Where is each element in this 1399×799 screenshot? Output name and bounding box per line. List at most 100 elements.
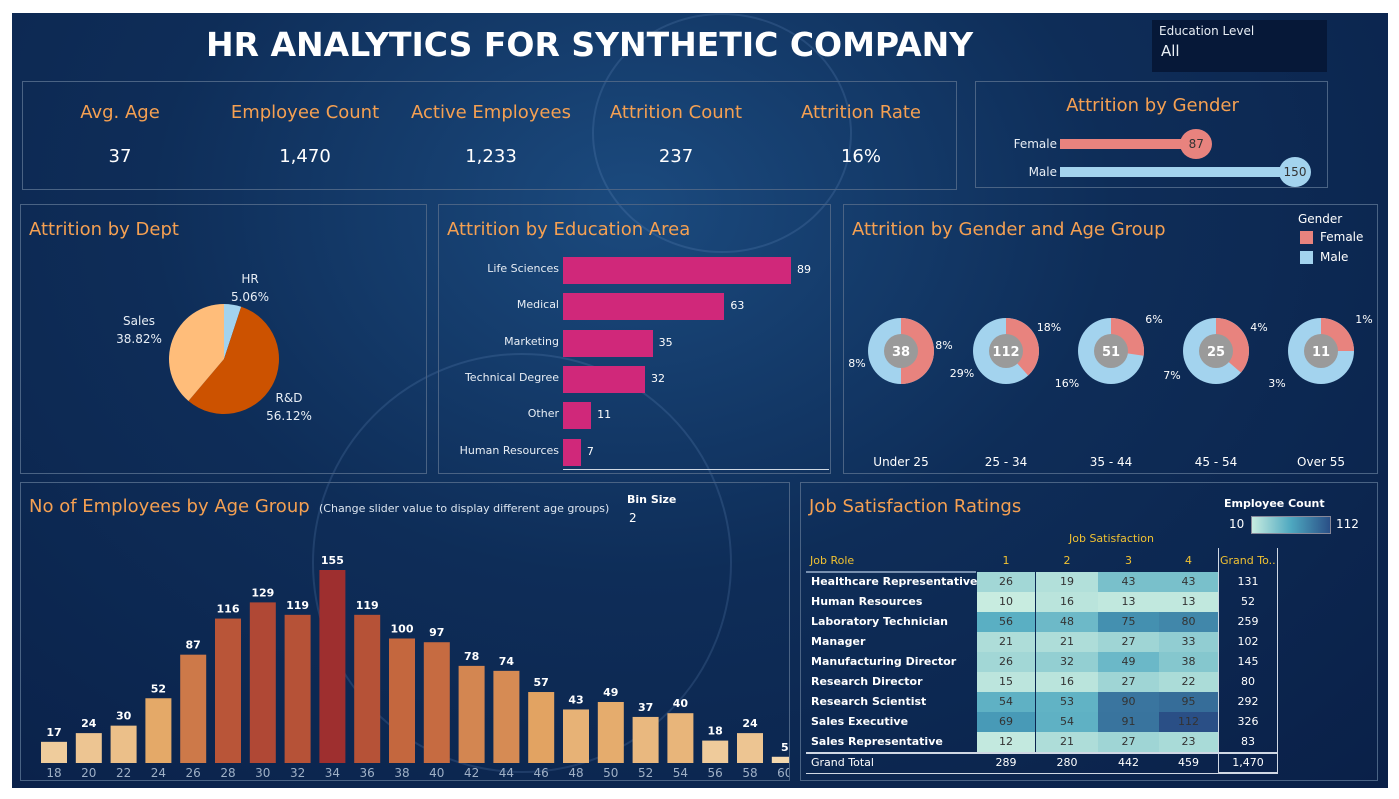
heatmap-cell[interactable]: 49	[1098, 652, 1159, 672]
age-bar[interactable]	[493, 670, 520, 763]
age-bar[interactable]	[771, 756, 789, 763]
age-bar[interactable]	[667, 713, 694, 763]
heatmap-cell[interactable]: 21	[977, 632, 1035, 652]
age-bar[interactable]	[145, 698, 172, 763]
age-bar[interactable]	[354, 614, 381, 763]
age-tick-label: 52	[638, 766, 653, 780]
legend-label-male[interactable]: Male	[1320, 250, 1349, 264]
employees-by-age-panel: No of Employees by Age Group (Change sli…	[20, 482, 790, 781]
heatmap-cell[interactable]: 15	[977, 672, 1035, 692]
donut-center	[1304, 334, 1338, 368]
age-bar[interactable]	[458, 665, 485, 763]
age-group-label: 25 - 34	[985, 455, 1028, 469]
legend-max: 112	[1336, 517, 1359, 531]
heatmap-cell[interactable]: 27	[1098, 732, 1159, 752]
panel-title: Attrition by Education Area	[447, 219, 691, 240]
heatmap-cell[interactable]: 32	[1036, 652, 1098, 672]
pie-slice[interactable]	[188, 306, 279, 415]
filter-value[interactable]: All	[1161, 42, 1180, 60]
heatmap-cell[interactable]: 69	[977, 712, 1035, 732]
heatmap-cell[interactable]: 33	[1159, 632, 1218, 652]
heatmap-cell[interactable]: 53	[1036, 692, 1098, 712]
age-bar[interactable]	[180, 654, 207, 763]
age-bar-value: 52	[151, 682, 166, 695]
education-bar[interactable]	[563, 438, 581, 466]
age-bar-value: 78	[464, 650, 479, 663]
heatmap-cell[interactable]: 43	[1098, 572, 1159, 592]
age-bar[interactable]	[75, 733, 102, 763]
heatmap-cell[interactable]: 38	[1159, 652, 1218, 672]
heatmap-cell[interactable]: 48	[1036, 612, 1098, 632]
age-bar[interactable]	[215, 618, 241, 763]
age-bar[interactable]	[737, 733, 763, 763]
age-bar[interactable]	[41, 741, 67, 763]
heatmap-cell[interactable]: 19	[1036, 572, 1098, 592]
heatmap-cell[interactable]: 27	[1098, 672, 1159, 692]
age-bar[interactable]	[110, 725, 137, 763]
donut-total: 11	[1312, 345, 1330, 360]
age-bar[interactable]	[389, 638, 415, 763]
heatmap-cell[interactable]: 75	[1098, 612, 1159, 632]
legend-label-female[interactable]: Female	[1320, 230, 1364, 244]
heatmap-cell[interactable]: 12	[977, 732, 1035, 752]
heatmap-cell[interactable]: 13	[1098, 592, 1159, 612]
header-divider	[806, 571, 976, 573]
legend-title: Employee Count	[1224, 497, 1325, 510]
age-bar[interactable]	[597, 701, 624, 763]
heatmap-cell[interactable]: 21	[1036, 632, 1098, 652]
education-level-filter[interactable]: Education Level All	[1152, 20, 1327, 72]
heatmap-cell[interactable]: 27	[1098, 632, 1159, 652]
heatmap-cell[interactable]: 23	[1159, 732, 1218, 752]
education-value: 11	[597, 408, 612, 422]
heatmap-cell[interactable]: 16	[1036, 672, 1098, 692]
age-tick-label: 28	[220, 766, 235, 780]
heatmap-cell[interactable]: 10	[977, 592, 1035, 612]
pie-category-label: R&D	[276, 391, 303, 405]
heatmap-cell[interactable]: 95	[1159, 692, 1218, 712]
female-percent: 1%	[1355, 313, 1372, 326]
heatmap-cell[interactable]: 112	[1159, 712, 1218, 732]
kpi-label: Attrition Count	[609, 102, 743, 123]
heatmap-cell[interactable]: 54	[977, 692, 1035, 712]
heatmap-cell[interactable]: 26	[977, 652, 1035, 672]
age-tick-label: 30	[255, 766, 270, 780]
donut-female-segment[interactable]	[1216, 318, 1249, 373]
heatmap-cell[interactable]: 91	[1098, 712, 1159, 732]
education-bar[interactable]	[563, 329, 653, 357]
heatmap-cell[interactable]: 26	[977, 572, 1035, 592]
age-bar[interactable]	[563, 709, 589, 763]
heatmap-cell[interactable]: 56	[977, 612, 1035, 632]
age-bar[interactable]	[249, 602, 276, 763]
column-header: 1	[1002, 554, 1010, 567]
female-percent: 4%	[1250, 321, 1267, 334]
education-bar[interactable]	[563, 402, 592, 430]
age-bar[interactable]	[423, 642, 450, 763]
age-bar[interactable]	[632, 716, 659, 763]
heatmap-cell[interactable]: 13	[1159, 592, 1218, 612]
panel-title: Attrition by Gender	[1066, 95, 1239, 116]
education-bar[interactable]	[563, 257, 791, 284]
age-bar[interactable]	[702, 740, 729, 763]
heatmap-cell[interactable]: 22	[1159, 672, 1218, 692]
heatmap-cell[interactable]: 43	[1159, 572, 1218, 592]
heatmap-cell[interactable]: 80	[1159, 612, 1218, 632]
attrition-by-education-panel: Attrition by Education Area Life Science…	[438, 204, 831, 474]
pie-slice[interactable]	[224, 304, 242, 359]
axis-line	[563, 469, 829, 470]
heatmap-cell[interactable]: 54	[1036, 712, 1098, 732]
heatmap-cell[interactable]: 21	[1036, 732, 1098, 752]
education-bar[interactable]	[563, 365, 645, 393]
age-tick-label: 34	[325, 766, 340, 780]
education-bar[interactable]	[563, 293, 725, 321]
age-bar[interactable]	[528, 692, 555, 763]
pie-slice[interactable]	[169, 304, 224, 401]
heatmap-cell[interactable]: 16	[1036, 592, 1098, 612]
education-value: 7	[586, 444, 594, 458]
bin-size-value[interactable]: 2	[629, 511, 637, 525]
age-tick-label: 48	[568, 766, 583, 780]
age-bar[interactable]	[284, 614, 311, 763]
grand-total-value: 442	[1118, 756, 1139, 769]
heatmap-cell[interactable]: 90	[1098, 692, 1159, 712]
donut-female-segment[interactable]	[1006, 318, 1039, 376]
age-bar[interactable]	[319, 570, 346, 763]
